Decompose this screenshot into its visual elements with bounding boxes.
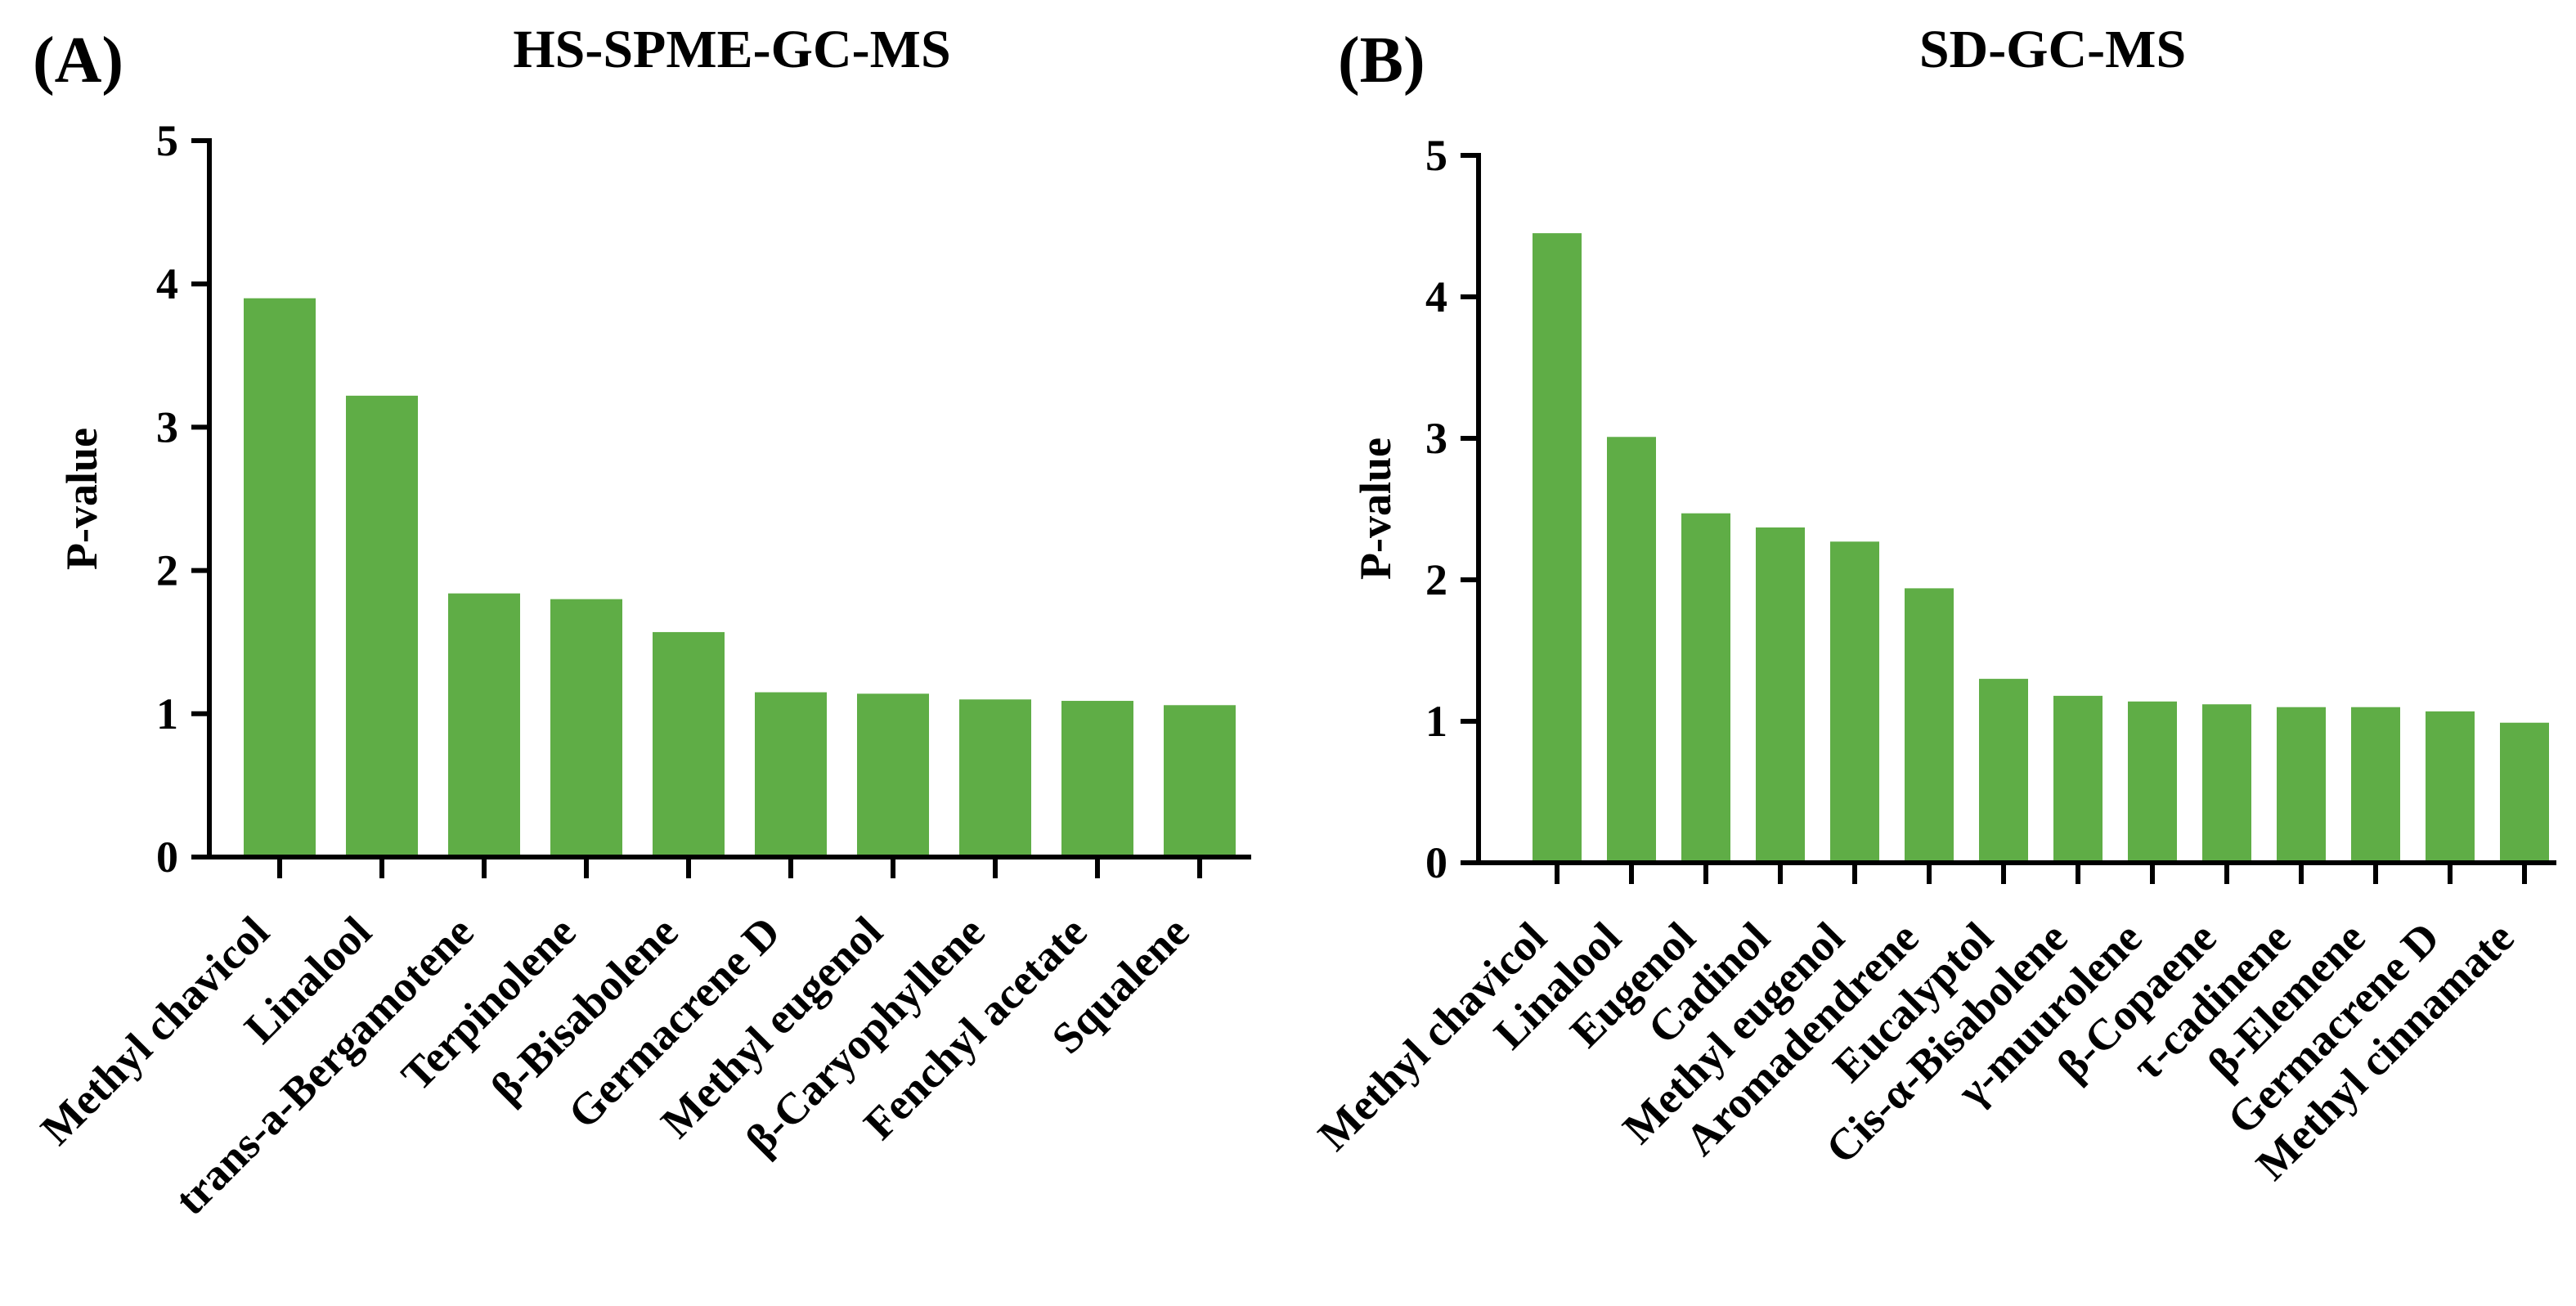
bar <box>2277 707 2326 863</box>
bar <box>346 395 418 858</box>
y-tick-label: 3 <box>156 402 178 451</box>
y-tick-label: 1 <box>1425 697 1447 746</box>
bar <box>755 692 827 857</box>
bar <box>244 298 316 858</box>
bar <box>1756 527 1805 863</box>
bar <box>1830 541 1879 863</box>
y-tick-label: 2 <box>156 546 178 595</box>
y-axis-title: P-value <box>57 428 106 570</box>
chart-title: HS-SPME-GC-MS <box>513 20 950 79</box>
panel-label: (B) <box>1338 25 1425 96</box>
bar <box>1607 437 1656 863</box>
y-tick-label: 4 <box>1425 272 1447 321</box>
y-tick-label: 1 <box>156 689 178 738</box>
bar <box>857 693 929 857</box>
bar <box>550 599 622 857</box>
bar <box>2202 704 2251 863</box>
bar <box>653 631 725 857</box>
y-tick-label: 3 <box>1425 414 1447 463</box>
bar <box>2053 695 2103 863</box>
bar <box>1533 233 1582 863</box>
bar <box>1061 701 1133 857</box>
y-tick-label: 2 <box>1425 555 1447 604</box>
y-tick-label: 0 <box>156 833 178 882</box>
bar <box>2128 701 2177 863</box>
chart-title: SD-GC-MS <box>1919 20 2186 79</box>
y-tick-label: 5 <box>1425 131 1447 180</box>
bar <box>2500 722 2549 863</box>
bar <box>1905 588 1954 863</box>
y-tick-label: 5 <box>156 116 178 165</box>
bar <box>959 699 1031 857</box>
bar <box>1681 513 1730 863</box>
bar <box>448 593 520 857</box>
y-tick-label: 4 <box>156 259 178 308</box>
y-axis-title: P-value <box>1351 438 1400 580</box>
y-tick-label: 0 <box>1425 838 1447 887</box>
panel-label: (A) <box>33 25 123 96</box>
bar <box>2351 707 2400 863</box>
bar <box>2426 711 2475 863</box>
bar <box>1164 705 1236 857</box>
bar <box>1979 679 2028 863</box>
